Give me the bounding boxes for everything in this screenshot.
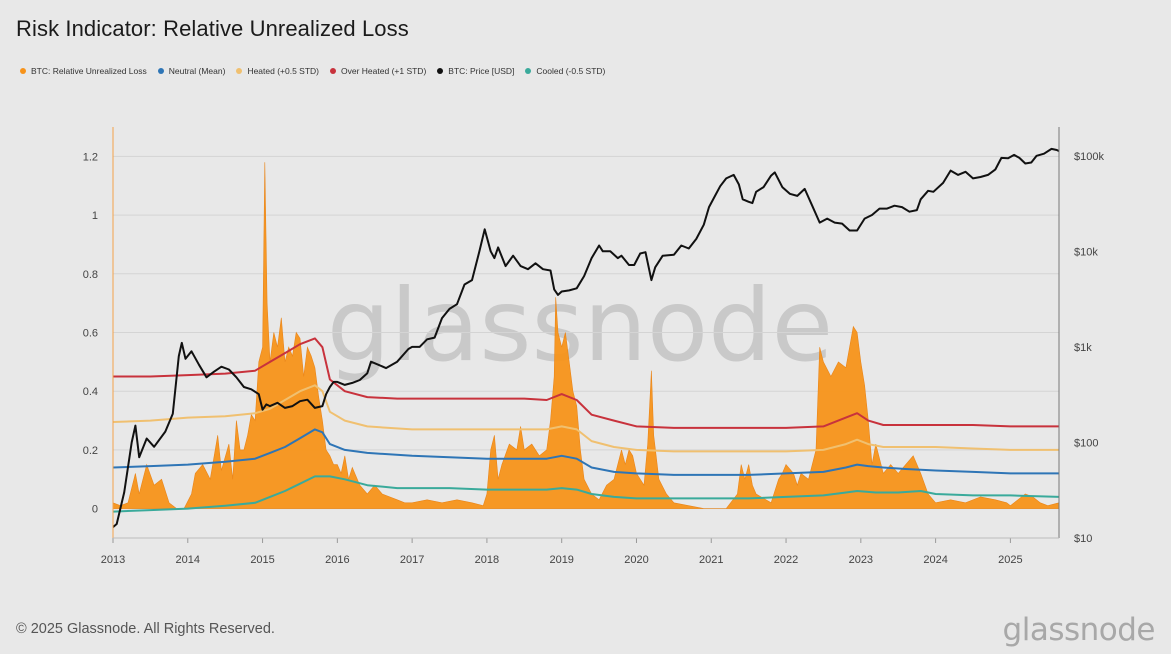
legend-label: BTC: Price [USD]: [448, 66, 515, 76]
x-tick-label: 2015: [250, 554, 274, 566]
chart-title: Risk Indicator: Relative Unrealized Loss: [16, 16, 409, 41]
legend-label: Neutral (Mean): [168, 66, 226, 76]
x-tick-label: 2021: [699, 554, 723, 566]
y-tick-label: 1.2: [83, 151, 98, 163]
series-line-neutral-mean[interactable]: [112, 428, 1059, 476]
y2-tick-label: $100: [1074, 437, 1098, 449]
y2-tick-label: $10: [1074, 533, 1092, 545]
legend-swatch: [157, 68, 164, 74]
legend: BTC: Relative Unrealized Loss Neutral (M…: [20, 66, 616, 76]
legend-item-btc-price[interactable]: BTC: Price [USD]: [437, 66, 514, 76]
x-tick-label: 2023: [849, 554, 873, 566]
y2-tick-label: $10k: [1074, 246, 1098, 258]
x-tick-label: 2022: [774, 554, 798, 566]
legend-item-relative-unrealized-loss[interactable]: BTC: Relative Unrealized Loss: [20, 66, 147, 76]
legend-item-cooled[interactable]: Cooled (-0.5 STD): [525, 66, 605, 76]
series-line-over-heated-1-std[interactable]: [113, 337, 1059, 429]
legend-label: Heated (+0.5 STD): [247, 66, 320, 76]
legend-item-heated[interactable]: Heated (+0.5 STD): [236, 66, 319, 76]
y-tick-label: 0.4: [83, 386, 98, 398]
x-tick-label: 2025: [998, 554, 1022, 566]
x-tick-label: 2024: [923, 554, 947, 566]
series-layer: [112, 147, 1060, 528]
legend-label: Over Heated (+1 STD): [341, 66, 427, 76]
x-tick-label: 2017: [400, 554, 424, 566]
legend-swatch: [330, 68, 337, 74]
series-line-btc-price-usd[interactable]: [112, 147, 1060, 528]
series-line-cooled-0-5-std[interactable]: [112, 475, 1060, 513]
legend-swatch: [236, 68, 243, 74]
legend-swatch: [20, 68, 26, 74]
series-area-btc-relative-unrealized-loss[interactable]: [112, 162, 1060, 509]
y-tick-label: 0.2: [83, 445, 98, 457]
legend-item-over-heated[interactable]: Over Heated (+1 STD): [330, 66, 426, 76]
y-tick-label: 0.6: [83, 328, 98, 340]
legend-swatch: [525, 68, 532, 74]
legend-label: BTC: Relative Unrealized Loss: [31, 66, 147, 76]
y-tick-label: 0: [92, 504, 98, 516]
series-line-heated-0-5-std[interactable]: [112, 384, 1059, 453]
watermark: glassnode: [327, 267, 833, 384]
y2-tick-label: $100k: [1074, 151, 1104, 163]
axes: 0 0.2 0.4 0.6 0.8 1 1.2 $10 $100 $1k $10k $100k 2013…: [83, 127, 1104, 566]
legend-label: Cooled (-0.5 STD): [536, 66, 606, 76]
x-tick-label: 2014: [176, 554, 200, 566]
y2-tick-label: $1k: [1074, 342, 1092, 354]
brand-logo: glassnode: [1002, 612, 1156, 648]
x-tick-label: 2019: [549, 554, 573, 566]
x-tick-label: 2016: [325, 554, 349, 566]
x-tick-label: 2020: [624, 554, 648, 566]
x-tick-label: 2018: [475, 554, 499, 566]
legend-swatch: [437, 68, 444, 74]
copyright-footer: © 2025 Glassnode. All Rights Reserved.: [16, 621, 275, 637]
x-tick-label: 2013: [101, 554, 125, 566]
y-tick-label: 1: [92, 210, 98, 222]
y-tick-label: 0.8: [83, 269, 98, 281]
legend-item-neutral-mean[interactable]: Neutral (Mean): [157, 66, 226, 76]
